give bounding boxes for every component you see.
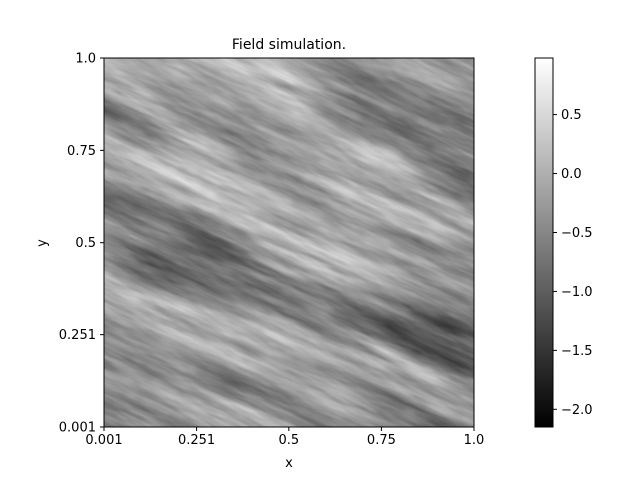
- colorbar-tick-label: −0.5: [561, 226, 593, 241]
- y-axis: 0.001 0.251 0.5 0.75 1.0: [59, 52, 104, 436]
- y-axis-label: y: [35, 239, 50, 247]
- heatmap-plot-area: [103, 57, 475, 428]
- colorbar-tick-label: −1.0: [561, 285, 593, 300]
- y-tick-label: 0.75: [67, 144, 96, 159]
- colorbar-tick-label: −2.0: [561, 403, 593, 418]
- colorbar-gradient: [534, 57, 554, 428]
- colorbar-ticks: 0.5 0.0 −0.5 −1.0 −1.5 −2.0: [553, 108, 593, 418]
- x-tick-label: 1.0: [464, 433, 485, 448]
- x-tick-label: 0.5: [278, 433, 299, 448]
- colorbar: 0.5 0.0 −0.5 −1.0 −1.5 −2.0: [534, 57, 593, 428]
- y-tick-label: 0.251: [59, 328, 96, 343]
- colorbar-tick-label: 0.0: [561, 167, 582, 182]
- x-axis-label: x: [285, 456, 293, 471]
- x-tick-label: 0.251: [178, 433, 215, 448]
- x-tick-label: 0.75: [367, 433, 396, 448]
- x-tick-label: 0.001: [85, 433, 122, 448]
- y-tick-label: 0.5: [75, 236, 96, 251]
- colorbar-tick-label: −1.5: [561, 344, 593, 359]
- chart-title: Field simulation.: [232, 37, 346, 53]
- y-tick-label: 0.001: [59, 421, 96, 436]
- colorbar-tick-label: 0.5: [561, 108, 582, 123]
- heatmap-image: [104, 58, 474, 427]
- y-tick-label: 1.0: [75, 52, 96, 67]
- x-axis: 0.001 0.251 0.5 0.75 1.0: [85, 427, 484, 448]
